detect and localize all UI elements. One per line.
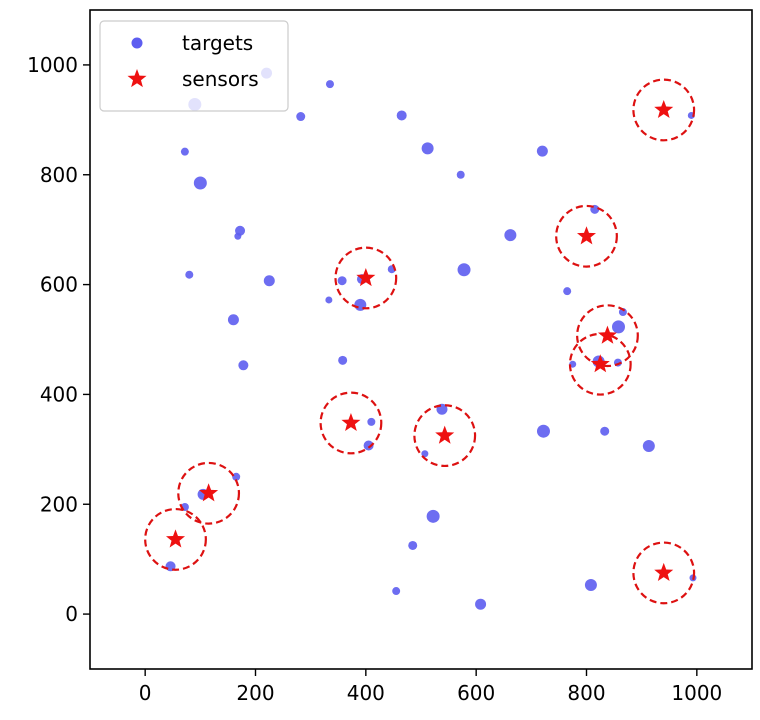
target-point: [337, 276, 347, 286]
sensor-ranges-layer: [144, 78, 696, 605]
legend-targets-marker: [131, 37, 143, 49]
x-tick-label: 0: [139, 681, 152, 705]
target-point: [180, 147, 189, 156]
target-point: [238, 360, 249, 371]
target-point: [396, 110, 407, 121]
x-tick-label: 400: [347, 681, 385, 705]
sensor-range-circle: [632, 541, 696, 605]
sensor-point: [199, 483, 219, 502]
sensor-point: [597, 325, 617, 344]
target-point: [536, 424, 550, 438]
x-tick-label: 1000: [671, 681, 722, 705]
sensor-range-circle: [177, 461, 241, 525]
target-point: [325, 80, 334, 89]
y-tick-label: 400: [40, 382, 78, 406]
sensor-range-circle: [413, 404, 477, 468]
target-point: [185, 270, 194, 279]
plot-frame: [89, 9, 753, 670]
x-tick-label: 200: [236, 681, 274, 705]
target-point: [457, 263, 471, 277]
target-point: [504, 229, 517, 242]
sensor-point: [356, 267, 376, 287]
sensor-range-circle: [319, 391, 383, 455]
sensor-point: [654, 99, 674, 119]
target-point: [227, 314, 239, 326]
legend-targets-label: targets: [182, 31, 253, 55]
target-point: [193, 176, 207, 190]
target-point: [475, 598, 487, 610]
target-point: [456, 170, 465, 179]
sensor-range-circle: [555, 204, 618, 268]
x-tick-label: 800: [567, 681, 605, 705]
legend: targets sensors: [99, 20, 289, 112]
target-point: [600, 426, 610, 436]
target-point: [392, 587, 401, 596]
y-tick-label: 600: [40, 273, 78, 297]
target-point: [296, 112, 306, 122]
legend-box: [99, 20, 289, 112]
sensor-range-circle: [632, 78, 696, 142]
sensor-range-circle: [334, 246, 398, 310]
target-point: [234, 232, 242, 240]
target-point: [584, 578, 597, 591]
y-axis: 0 200 400 600 800 1000: [27, 53, 90, 626]
x-tick-label: 600: [457, 681, 495, 705]
sensors-layer: [166, 99, 674, 581]
y-tick-label: 0: [65, 602, 78, 626]
x-axis: 0 200 400 600 800 1000: [139, 669, 722, 705]
target-point: [338, 355, 348, 365]
sensor-point: [341, 412, 361, 432]
target-point: [232, 472, 241, 481]
target-point: [421, 142, 434, 155]
target-point: [263, 275, 275, 287]
y-tick-label: 1000: [27, 53, 78, 77]
sensor-range-circle: [568, 332, 632, 396]
target-point: [363, 440, 374, 451]
target-point: [642, 440, 655, 453]
target-point: [611, 320, 625, 334]
y-tick-label: 200: [40, 492, 78, 516]
sensor-point: [576, 226, 597, 245]
target-point: [536, 145, 548, 157]
target-point: [367, 417, 376, 426]
sensor-range-circle: [576, 304, 639, 368]
target-point: [325, 296, 333, 304]
sensor-point: [654, 562, 674, 581]
target-point: [563, 287, 572, 296]
sensor-range-circle: [144, 507, 207, 571]
y-tick-label: 800: [40, 163, 78, 187]
legend-sensors-marker: [127, 69, 147, 88]
sensor-point: [435, 425, 455, 444]
target-point: [426, 509, 440, 523]
legend-sensors-label: sensors: [182, 67, 259, 91]
sensor-point: [166, 529, 186, 548]
target-point: [408, 540, 418, 550]
sensor-point: [590, 354, 610, 373]
